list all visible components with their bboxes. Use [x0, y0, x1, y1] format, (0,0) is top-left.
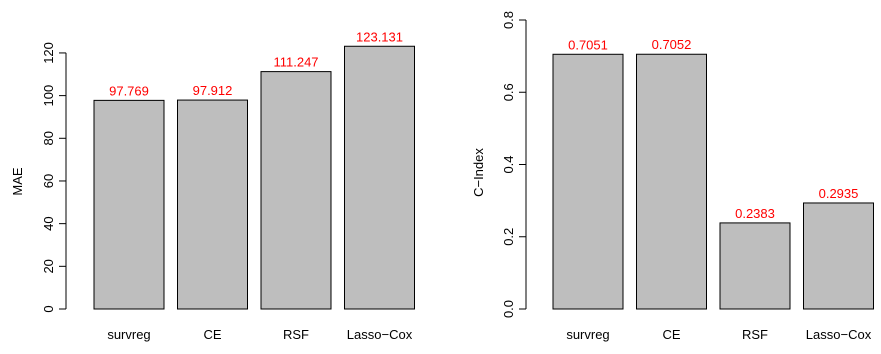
- c-index-bar-chart: 0.7051 survreg 0.7052 CE 0.2383 RSF 0.2935 Lass…: [471, 11, 874, 342]
- c-index-category-label: RSF: [742, 327, 768, 342]
- mae-y-tick-label: 20: [41, 259, 56, 273]
- mae-y-tick-label: 120: [41, 42, 56, 64]
- mae-value-label: 123.131: [356, 29, 403, 44]
- c-index-value-label: 0.2935: [819, 186, 859, 201]
- c-index-value-label: 0.7052: [652, 37, 692, 52]
- c-index-y-tick-label: 0.6: [501, 83, 516, 101]
- c-index-y-tick-label: 0.0: [501, 300, 516, 318]
- mae-y-tick-label: 0: [41, 305, 56, 312]
- c-index-bar: [552, 53, 624, 310]
- mae-bar: [93, 99, 165, 310]
- mae-y-tick-label: 60: [41, 174, 56, 188]
- mae-bar: [344, 45, 415, 310]
- c-index-category-label: Lasso−Cox: [806, 327, 872, 342]
- mae-value-label: 97.912: [193, 83, 233, 98]
- c-index-y-tick-label: 0.2: [501, 228, 516, 246]
- c-index-y-tick-label: 0.8: [501, 11, 516, 29]
- mae-category-label: survreg: [107, 327, 150, 342]
- mae-bar-chart: 97.769 survreg 97.912 CE 111.247 RSF 123.131 La…: [10, 29, 415, 342]
- c-index-bar: [803, 202, 874, 310]
- c-index-value-label: 0.7051: [568, 37, 608, 52]
- c-index-y-tick-label: 0.4: [501, 155, 516, 173]
- c-index-y-axis-title: C−Index: [471, 148, 486, 197]
- c-index-value-label: 0.2383: [735, 206, 775, 221]
- mae-category-label: Lasso−Cox: [347, 327, 413, 342]
- c-index-bar: [636, 53, 707, 310]
- mae-value-label: 97.769: [109, 83, 149, 98]
- mae-category-label: CE: [203, 327, 221, 342]
- mae-value-label: 111.247: [273, 55, 318, 70]
- mae-bar: [260, 71, 332, 310]
- mae-bar: [177, 99, 248, 310]
- c-index-category-label: CE: [662, 327, 680, 342]
- mae-y-axis-title: MAE: [10, 167, 25, 196]
- mae-y-tick-label: 100: [41, 85, 56, 107]
- mae-y-tick-label: 40: [41, 216, 56, 230]
- c-index-category-label: survreg: [566, 327, 609, 342]
- c-index-bar: [719, 222, 791, 310]
- mae-category-label: RSF: [283, 327, 309, 342]
- mae-y-tick-label: 80: [41, 131, 56, 145]
